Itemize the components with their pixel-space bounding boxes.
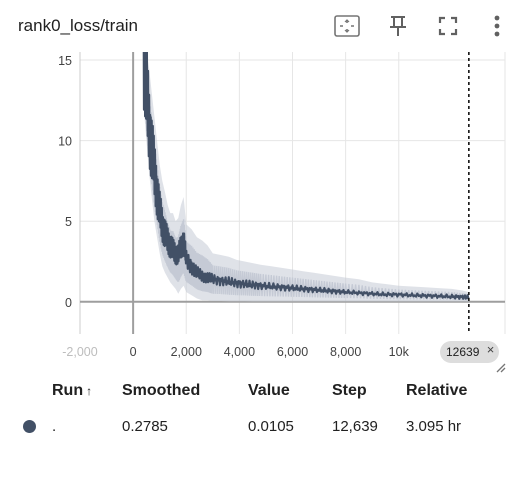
x-tick-label: 4,000 [224,345,255,359]
y-tick-label: 5 [65,215,72,229]
header-smoothed[interactable]: Smoothed [122,382,201,399]
grid [79,52,506,334]
header-run[interactable]: Run ↑ [52,382,92,400]
line-chart[interactable]: -2,000 0 2,000 4,000 6,000 8,000 10k 0 5 10 15 [0,52,525,377]
step-cursor-chip[interactable]: 12639 × [440,341,500,363]
fit-domain-icon [334,15,360,37]
more-options-button[interactable] [483,12,511,40]
row-smoothed: 0.2785 [122,418,168,435]
fullscreen-button[interactable] [434,12,462,40]
more-vert-icon [494,15,500,37]
header-value[interactable]: Value [248,382,290,399]
run-color-dot [23,420,36,433]
header-step[interactable]: Step [332,382,367,399]
y-tick-label: 15 [58,54,72,68]
x-tick-label: 2,000 [171,345,202,359]
x-tick-label: 0 [130,345,137,359]
tick-labels: -2,000 0 2,000 4,000 6,000 8,000 10k 0 5 10 15 [58,54,409,359]
y-tick-label: 10 [58,135,72,149]
row-value: 0.0105 [248,418,294,435]
card-title: rank0_loss/train [18,16,139,35]
pin-button[interactable] [384,12,412,40]
x-tick-label: 10k [389,345,410,359]
row-relative: 3.095 hr [406,418,462,435]
sort-ascending-icon: ↑ [86,384,93,398]
row-run-name: . [52,418,57,435]
fullscreen-icon [438,16,458,36]
close-icon[interactable]: × [486,342,495,357]
row-step: 12,639 [332,418,378,435]
resize-handle-icon[interactable] [494,361,506,373]
x-tick-label: 8,000 [330,345,361,359]
y-tick-label: 0 [65,296,72,310]
x-tick-label: -2,000 [62,345,97,359]
axes [79,52,505,334]
x-tick-label: 6,000 [277,345,308,359]
card-header: rank0_loss/train [0,0,525,52]
header-run-label: Run [52,382,84,399]
smoothed-line [142,52,470,300]
fit-domain-button[interactable] [333,12,361,40]
pin-icon [390,16,406,36]
header-relative[interactable]: Relative [406,382,468,399]
step-cursor-label: 12639 [446,345,480,359]
series-layer [142,52,470,302]
